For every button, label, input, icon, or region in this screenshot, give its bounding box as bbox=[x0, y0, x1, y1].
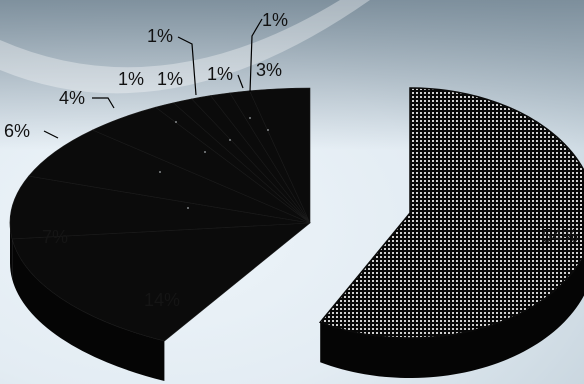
pie-slice-3 bbox=[9, 175, 311, 240]
slice-label-2: 14% bbox=[144, 290, 180, 310]
slice-label-4: 6% bbox=[4, 121, 30, 141]
slice-label-7: 1% bbox=[157, 69, 183, 89]
pie-slice-2 bbox=[11, 222, 311, 342]
leader-line-10 bbox=[249, 18, 263, 93]
leader-lines bbox=[43, 18, 263, 139]
leader-line-5 bbox=[92, 97, 115, 109]
slice-label-9: 1% bbox=[207, 64, 233, 84]
slice-label-10: 1% bbox=[262, 10, 288, 30]
slice-label-11: 3% bbox=[256, 60, 282, 80]
slice-labels: 54% 14% 7% 6% 4% 1% 1% 1% 1% 1% 3% bbox=[4, 10, 578, 310]
slice-label-5: 4% bbox=[59, 88, 85, 108]
slice-speck bbox=[229, 139, 231, 141]
slice-speck bbox=[267, 129, 269, 131]
pie-slice-1 bbox=[318, 87, 584, 339]
pie-slice-4 bbox=[28, 129, 311, 224]
pie-slices bbox=[9, 87, 584, 381]
slice-label-6: 1% bbox=[118, 69, 144, 89]
slice-speck bbox=[175, 121, 177, 123]
slice-label-8: 1% bbox=[147, 26, 173, 46]
slice-speck bbox=[159, 171, 161, 173]
slice-speck bbox=[187, 207, 189, 209]
slice-label-3: 7% bbox=[42, 227, 68, 247]
background-swoosh bbox=[0, 0, 370, 94]
slice-speck bbox=[204, 151, 206, 153]
slice-speck bbox=[249, 117, 251, 119]
slice-label-1: 54% bbox=[542, 226, 578, 246]
pie-slice-side-1 bbox=[320, 255, 584, 378]
leader-line-8 bbox=[177, 36, 197, 96]
pie-slice-side-2 bbox=[12, 238, 165, 381]
leader-line-9 bbox=[237, 74, 244, 89]
leader-line-4 bbox=[43, 130, 59, 139]
